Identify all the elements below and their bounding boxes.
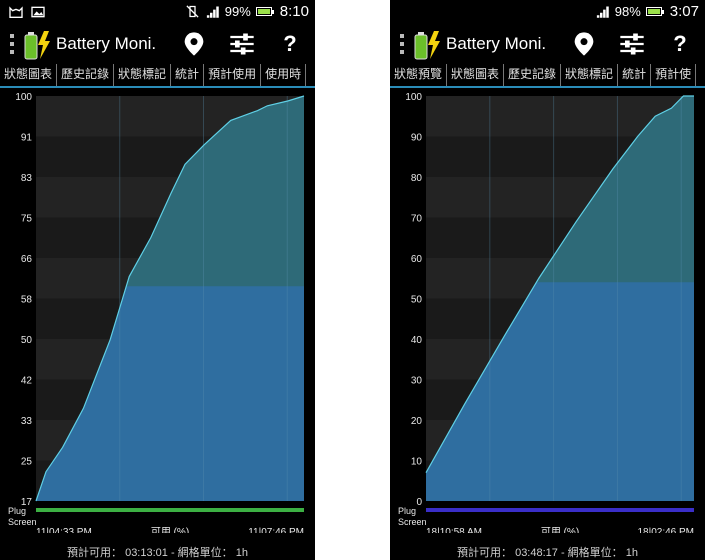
app-logo-icon (24, 31, 50, 60)
location-icon (574, 32, 594, 56)
app-title: Battery Moni. (56, 34, 157, 53)
estimate-footer: 預計可用： 03:48:17 - 網格單位： 1h (457, 547, 638, 559)
y-tick-label: 60 (411, 254, 423, 265)
tab-2[interactable]: 歷史記錄 (504, 64, 562, 86)
y-tick-label: 50 (21, 335, 33, 346)
tab-1[interactable]: 狀態圖表 (447, 64, 505, 86)
battery-line (425, 95, 694, 473)
battery-line (35, 95, 305, 502)
left-screenshot: 99% 8:10 Battery Moni.? 狀態圖表 歷史記錄 狀態標記 統計 預計使用使… (0, 0, 315, 560)
tab-bar: 狀態預覽 狀態圖表 歷史記錄 狀態標記 統計 預計使 (390, 64, 705, 88)
y-tick-label: 70 (411, 214, 423, 225)
y-tick-label: 25 (21, 457, 33, 468)
tab-5[interactable]: 預計使 (651, 64, 697, 86)
action-bar: Battery Moni.? (390, 24, 705, 64)
help-button[interactable]: ? (666, 30, 694, 58)
y-tick-label: 50 (411, 295, 423, 306)
y-tick-label: 58 (21, 295, 33, 306)
plug-label: Plug (398, 506, 416, 516)
settings-sliders-icon (230, 33, 254, 55)
status-time: 8:10 (279, 3, 309, 20)
x-end-label: 18|02:46 PM (637, 527, 694, 533)
app-logo-icon (414, 31, 440, 60)
signal-icon (596, 6, 609, 18)
battery-icon (645, 7, 664, 16)
plug-status-bar (426, 508, 694, 512)
y-tick-label: 90 (411, 133, 423, 144)
projection-area (126, 96, 304, 287)
signal-icon (206, 6, 219, 18)
overflow-menu-icon[interactable] (400, 34, 404, 54)
image-icon (31, 6, 45, 18)
help-icon: ? (283, 31, 297, 56)
plug-status-bar (36, 508, 304, 512)
y-tick-label: 0 (416, 497, 422, 508)
battery-chart: 1009080706050403020100PlugScreen18|10:58… (398, 92, 694, 533)
y-tick-label: 83 (21, 173, 33, 184)
settings-sliders-icon (620, 33, 644, 55)
y-axis-unit-label: 可用 (%) (151, 527, 189, 533)
right-screenshot: 98% 3:07 Battery Moni.? 狀態預覽 狀態圖表 歷史記錄 狀態標記 統計預… (390, 0, 705, 560)
cat-icon (9, 6, 23, 18)
y-tick-label: 91 (21, 133, 33, 144)
vibrate-off-icon (186, 5, 199, 18)
screen-label: Screen (8, 517, 37, 527)
location-icon (184, 32, 204, 56)
y-tick-label: 80 (411, 173, 423, 184)
tab-bar: 狀態圖表 歷史記錄 狀態標記 統計 預計使用 使用時 (0, 64, 315, 88)
estimate-footer: 預計可用： 03:13:01 - 網格單位： 1h (67, 547, 248, 559)
notification-icons (8, 4, 52, 23)
tab-3[interactable]: 狀態標記 (561, 64, 619, 86)
help-button[interactable]: ? (276, 30, 304, 58)
battery-icon (255, 7, 274, 16)
y-tick-label: 10 (411, 457, 423, 468)
system-icons: 98% 3:07 (590, 3, 699, 20)
y-tick-label: 100 (405, 92, 422, 103)
app-title: Battery Moni. (446, 34, 547, 53)
projection-area (536, 96, 694, 283)
battery-chart: 100 91 83 75 66 58 50 42 33 25 17PlugScreen11|04:3… (8, 92, 305, 533)
battery-percent: 99% (224, 4, 251, 19)
action-bar: Battery Moni.? (0, 24, 315, 64)
y-axis-unit-label: 可用 (%) (541, 527, 579, 533)
status-bar: 99% 8:10 (0, 0, 315, 24)
app-icon[interactable] (412, 29, 442, 61)
x-start-label: 11|04:33 PM (36, 527, 92, 533)
help-icon: ? (673, 31, 687, 56)
tab-0[interactable]: 狀態預覽 (390, 64, 448, 86)
y-tick-label: 40 (411, 335, 423, 346)
screen-label: Screen (398, 517, 427, 527)
location-button[interactable] (180, 30, 208, 58)
y-tick-label: 20 (411, 416, 423, 427)
y-tick-label: 33 (21, 416, 33, 427)
tab-3[interactable]: 統計 (171, 64, 205, 86)
system-icons: 99% 8:10 (180, 3, 309, 20)
tab-4[interactable]: 預計使用 (204, 64, 262, 86)
tab-0[interactable]: 狀態圖表 (0, 64, 58, 86)
status-time: 3:07 (669, 3, 699, 20)
tab-1[interactable]: 歷史記錄 (57, 64, 115, 86)
y-tick-label: 17 (21, 497, 33, 508)
battery-percent: 98% (614, 4, 641, 19)
settings-sliders-button[interactable] (618, 30, 646, 58)
settings-sliders-button[interactable] (228, 30, 256, 58)
x-end-label: 11|07:46 PM (248, 527, 304, 533)
tab-2[interactable]: 狀態標記 (114, 64, 172, 86)
y-tick-label: 42 (21, 376, 33, 387)
y-tick-label: 30 (411, 376, 423, 387)
x-start-label: 18|10:58 AM (426, 527, 482, 533)
overflow-menu-icon[interactable] (10, 34, 14, 54)
location-button[interactable] (570, 30, 598, 58)
tab-5[interactable]: 使用時 (261, 64, 307, 86)
y-tick-label: 66 (21, 254, 33, 265)
app-icon[interactable] (22, 29, 52, 61)
plug-label: Plug (8, 506, 26, 516)
tab-4[interactable]: 統計 (618, 64, 652, 86)
status-bar: 98% 3:07 (390, 0, 705, 24)
y-tick-label: 75 (21, 214, 33, 225)
y-tick-label: 100 (15, 92, 32, 103)
